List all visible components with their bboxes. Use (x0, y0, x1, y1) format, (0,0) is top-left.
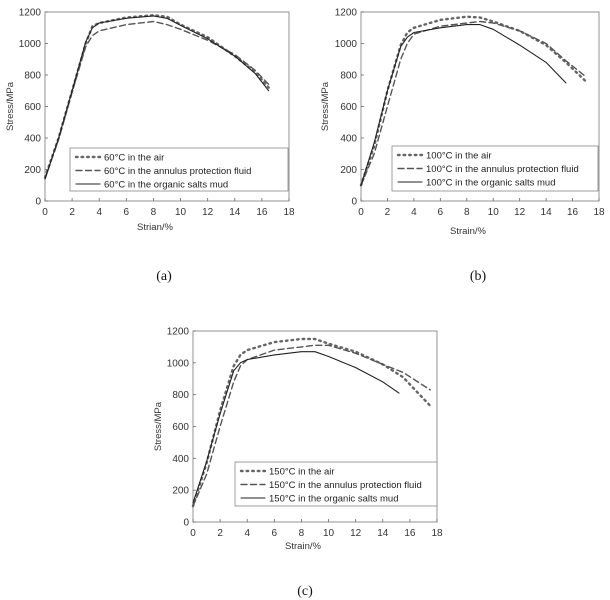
y-axis-title: Stress/MPa (153, 401, 164, 451)
legend-entry: 100°C in the annulus protection fluid (426, 164, 579, 175)
legend-box (234, 461, 438, 507)
y-tick-label: 800 (172, 390, 189, 401)
series-line-solid (360, 24, 567, 186)
y-axis-title: Stress/MPa (5, 81, 16, 131)
series-line-dashed (360, 20, 587, 186)
x-tick-label: 8 (151, 207, 157, 218)
y-tick-label: 200 (340, 165, 357, 176)
x-tick-label: 6 (124, 207, 130, 218)
y-tick-label: 600 (340, 102, 357, 113)
x-tick-label: 0 (42, 207, 48, 218)
legend: 60°C in the air 60°C in the annulus prote… (69, 147, 289, 192)
y-tick-label: 0 (35, 197, 41, 208)
x-tick-label: 4 (411, 207, 417, 218)
legend: 150°C in the air 150°C in the annulus pro… (234, 461, 438, 507)
y-tick-label: 800 (340, 71, 357, 82)
series-line-dashed (192, 344, 431, 507)
y-tick-label: 1000 (19, 39, 42, 50)
y-tick-label: 1000 (167, 358, 190, 369)
legend-entry: 100°C in the organic salts mud (426, 178, 555, 189)
series-line-solid (44, 15, 270, 180)
x-tick-label: 18 (593, 207, 605, 218)
x-tick-label: 4 (96, 207, 102, 218)
series-line-solid (192, 351, 400, 504)
x-tick-label: 16 (567, 207, 579, 218)
y-tick-label: 400 (340, 134, 357, 145)
chart-panel-a: 0 2 4 6 8 10 12 14 16 18 0 200 400 600 800 1000 1200 Stri… (5, 8, 295, 285)
y-tick-label: 1200 (335, 8, 358, 19)
legend-box (391, 145, 599, 192)
x-tick-label: 6 (272, 528, 278, 539)
chart-panel-b: 0 2 4 6 8 10 12 14 16 18 0 200 400 600 800 1000 1200 Stra… (320, 8, 605, 285)
x-tick-label: 16 (404, 528, 416, 539)
x-axis-title: Strian/% (137, 222, 173, 233)
x-tick-label: 10 (175, 207, 187, 218)
legend-entry: 60°C in the air (104, 153, 164, 164)
y-tick-label: 400 (172, 454, 189, 465)
legend-box (69, 147, 289, 192)
legend-entry: 60°C in the annulus protection fluid (104, 166, 251, 177)
x-tick-label: 16 (256, 207, 268, 218)
legend-entry: 150°C in the annulus protection fluid (269, 480, 422, 491)
y-tick-label: 1200 (19, 8, 42, 19)
x-tick-label: 12 (202, 207, 214, 218)
x-axis-title: Strain/% (285, 541, 321, 552)
x-tick-label: 8 (464, 207, 470, 218)
x-tick-label: 12 (350, 528, 362, 539)
y-tick-label: 600 (172, 422, 189, 433)
x-tick-label: 0 (358, 207, 364, 218)
panel-label: (c) (297, 584, 313, 599)
y-tick-label: 200 (24, 165, 41, 176)
legend-entry: 150°C in the air (269, 467, 335, 478)
series-line-dotted (191, 337, 432, 508)
x-tick-label: 10 (323, 528, 335, 539)
x-tick-label: 0 (190, 528, 196, 539)
y-tick-label: 1000 (335, 39, 358, 50)
y-tick-label: 0 (183, 518, 189, 529)
y-tick-label: 800 (24, 71, 41, 82)
x-tick-label: 2 (217, 528, 223, 539)
x-tick-label: 14 (229, 207, 241, 218)
x-axis-title: Strain/% (450, 226, 486, 237)
panel-label: (a) (156, 269, 172, 284)
x-tick-label: 18 (283, 207, 295, 218)
x-tick-label: 2 (69, 207, 75, 218)
legend-entry: 150°C in the organic salts mud (269, 494, 398, 505)
y-tick-label: 200 (172, 486, 189, 497)
y-tick-label: 0 (351, 197, 357, 208)
x-tick-label: 6 (438, 207, 444, 218)
y-axis-title: Stress/MPa (320, 81, 331, 131)
chart-panel-c: 0 2 4 6 8 10 12 14 16 18 0 200 400 600 800 1000 1200 Stra… (153, 327, 443, 600)
x-tick-label: 4 (244, 528, 250, 539)
y-tick-label: 1200 (167, 327, 190, 338)
panel-label: (b) (470, 269, 487, 284)
legend: 100°C in the air 100°C in the annulus pro… (391, 145, 599, 192)
legend-entry: 60°C in the organic salts mud (104, 180, 228, 191)
x-tick-label: 14 (541, 207, 553, 218)
x-tick-label: 2 (385, 207, 391, 218)
x-tick-label: 18 (431, 528, 443, 539)
x-tick-label: 14 (377, 528, 389, 539)
x-tick-label: 8 (299, 528, 305, 539)
x-tick-label: 10 (488, 207, 500, 218)
legend-entry: 100°C in the air (426, 151, 492, 162)
y-tick-label: 400 (24, 134, 41, 145)
x-tick-label: 12 (514, 207, 526, 218)
y-tick-label: 600 (24, 102, 41, 113)
